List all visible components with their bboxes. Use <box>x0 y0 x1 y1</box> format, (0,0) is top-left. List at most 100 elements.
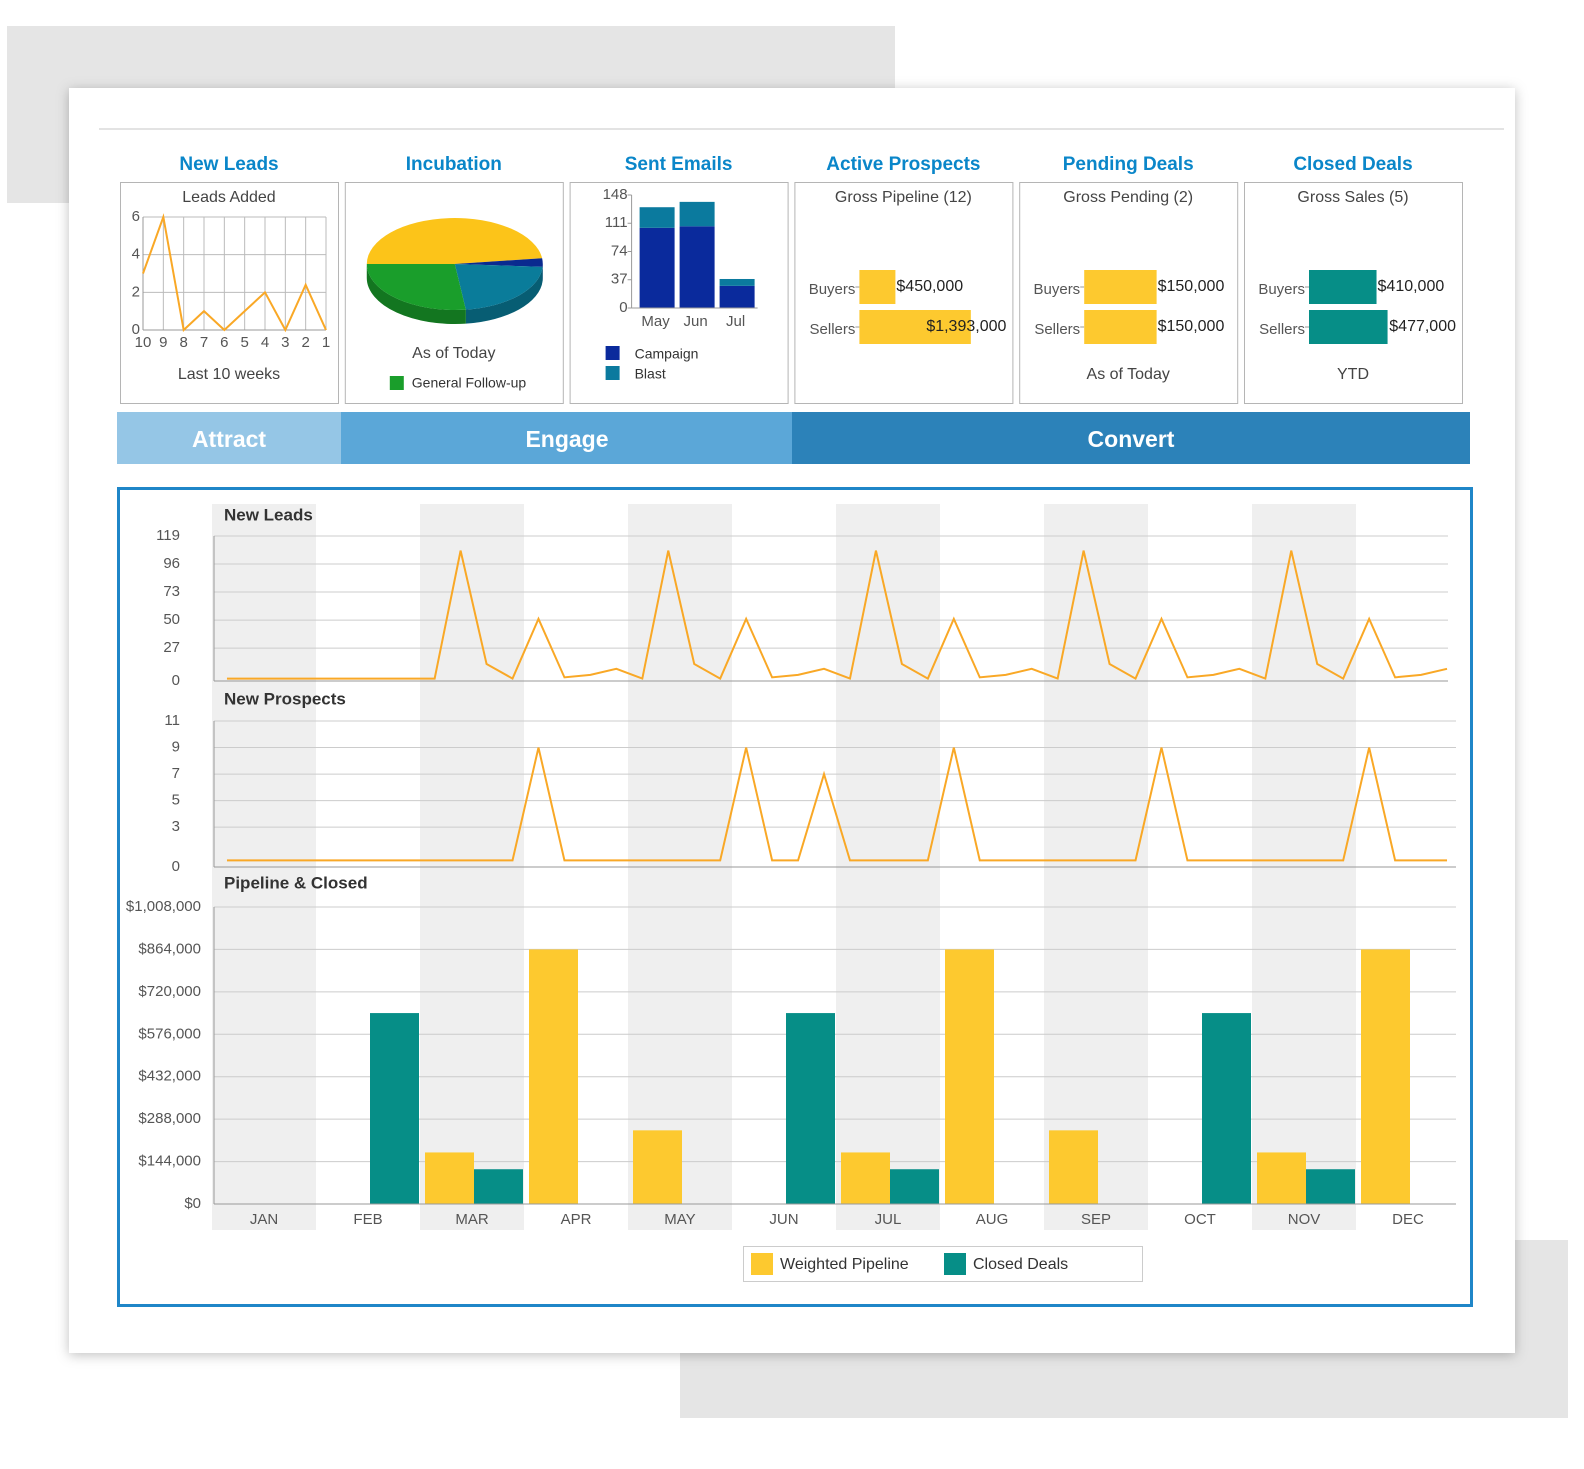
pie-slice <box>454 264 543 310</box>
panel-box <box>569 182 789 404</box>
legend-label: Weighted Pipeline <box>780 1256 909 1273</box>
y-tick-label: 0 <box>172 672 180 689</box>
bar <box>633 1130 682 1204</box>
y-tick-label: $288,000 <box>138 1110 201 1127</box>
x-tick-label: JUN <box>769 1211 798 1228</box>
legend-swatch <box>605 366 620 380</box>
bar <box>1049 1130 1098 1204</box>
bar <box>859 310 971 344</box>
stage-bar <box>341 412 792 464</box>
bar <box>474 1169 523 1204</box>
y-tick-label: 0 <box>172 858 180 875</box>
legend-label: Blast <box>635 366 666 382</box>
bar <box>639 227 675 308</box>
legend-label: Closed Deals <box>973 1256 1068 1273</box>
caption: Last 10 weeks <box>178 366 280 383</box>
x-tick-label: MAR <box>455 1211 489 1228</box>
stage-bar <box>792 412 1470 464</box>
value-label: $477,000 <box>1389 318 1456 335</box>
chart-title: Gross Pending (2) <box>1063 189 1193 206</box>
panel-heading: Closed Deals <box>1293 154 1412 175</box>
panel-box <box>344 182 564 404</box>
y-tick-label: 111 <box>605 214 628 231</box>
pie-side-shade <box>465 266 543 324</box>
y-tick-label: 3 <box>172 818 180 835</box>
x-tick-label: JAN <box>250 1211 278 1228</box>
x-tick-label: DEC <box>1392 1211 1424 1228</box>
data-line <box>142 213 327 333</box>
x-tick-label: 8 <box>179 334 187 351</box>
x-tick-label: 10 <box>135 334 152 351</box>
panel-box <box>1244 182 1463 404</box>
panel-heading: Sent Emails <box>625 154 733 175</box>
data-line <box>226 747 1448 862</box>
bar <box>679 226 715 308</box>
bar <box>1309 270 1377 304</box>
bar <box>1306 1169 1355 1204</box>
bar <box>719 278 755 286</box>
y-tick-label: $864,000 <box>138 940 201 957</box>
value-label: $410,000 <box>1378 278 1445 295</box>
category-label: Buyers <box>1258 281 1305 298</box>
legend-swatch <box>944 1253 966 1275</box>
y-tick-label: $144,000 <box>138 1153 201 1170</box>
value-label: $150,000 <box>1158 318 1225 335</box>
bar <box>1361 949 1410 1204</box>
y-tick-label: 73 <box>163 583 180 600</box>
y-tick-label: $720,000 <box>138 983 201 1000</box>
stage-label: Engage <box>525 426 608 452</box>
x-tick-label: 9 <box>159 334 167 351</box>
chart-title: Pipeline & Closed <box>224 873 368 892</box>
x-tick-label: 6 <box>220 334 228 351</box>
x-tick-label: SEP <box>1081 1211 1111 1228</box>
bar <box>1084 310 1157 344</box>
legend-swatch <box>389 376 404 390</box>
bar <box>1257 1152 1306 1204</box>
y-tick-label: 11 <box>164 712 180 729</box>
caption: As of Today <box>1087 366 1170 383</box>
bar <box>639 207 675 228</box>
bar <box>719 285 755 308</box>
legend-box <box>743 1246 1143 1282</box>
y-tick-label: 119 <box>156 527 180 544</box>
x-tick-label: Jul <box>726 313 745 330</box>
stage-label: Attract <box>192 426 266 452</box>
category-label: Sellers <box>810 321 856 338</box>
bar <box>370 1013 419 1204</box>
value-label: $1,393,000 <box>926 318 1006 335</box>
panel-heading: Incubation <box>406 154 502 175</box>
y-tick-label: 74 <box>611 242 628 259</box>
bar <box>890 1169 939 1204</box>
x-tick-label: AUG <box>976 1211 1009 1228</box>
y-tick-label: 27 <box>163 639 180 656</box>
legend-swatch <box>751 1253 773 1275</box>
bar <box>841 1152 890 1204</box>
y-tick-label: $432,000 <box>138 1068 201 1085</box>
panel-box <box>794 182 1014 404</box>
pie-side-shade <box>366 264 466 324</box>
bar <box>945 949 994 1204</box>
value-label: $150,000 <box>1158 278 1225 295</box>
panel-heading: Pending Deals <box>1063 154 1194 175</box>
legend-label: Campaign <box>635 346 699 362</box>
x-tick-label: 5 <box>240 334 248 351</box>
bar <box>425 1152 474 1204</box>
y-tick-label: 148 <box>603 186 628 203</box>
x-tick-label: JUL <box>875 1211 902 1228</box>
pie-side <box>366 264 466 324</box>
y-tick-label: $576,000 <box>138 1025 201 1042</box>
x-tick-label: APR <box>561 1211 592 1228</box>
bar <box>786 1013 835 1204</box>
x-tick-label: 1 <box>322 334 330 351</box>
y-tick-label: 96 <box>163 555 180 572</box>
pie-side <box>465 266 543 324</box>
value-label: $450,000 <box>896 278 963 295</box>
y-tick-label: 50 <box>163 611 180 628</box>
panel-heading: New Leads <box>179 154 278 175</box>
bar <box>1309 310 1388 344</box>
y-tick-label: 9 <box>172 739 180 756</box>
y-tick-label: 0 <box>619 299 627 316</box>
stage-label: Convert <box>1088 426 1175 452</box>
panel-box <box>120 182 339 404</box>
